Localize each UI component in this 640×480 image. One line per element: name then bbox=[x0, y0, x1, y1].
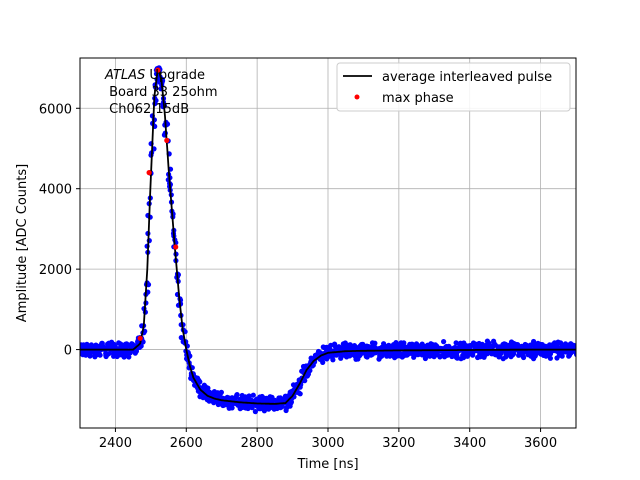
raw-sample-point bbox=[453, 340, 459, 346]
max-phase-point bbox=[164, 137, 170, 143]
annotation-line-2: Board 33 25ohm bbox=[105, 85, 218, 100]
y-axis: 0 2000 4000 6000 bbox=[39, 102, 80, 359]
annotation: ATLAS Upgrade Board 33 25ohm Ch062 15dB bbox=[104, 68, 218, 117]
y-tick-label: 4000 bbox=[39, 183, 72, 198]
legend-frame bbox=[336, 62, 571, 112]
raw-sample-point bbox=[320, 359, 326, 365]
annotation-atlas: ATLAS bbox=[104, 68, 145, 83]
annotation-upgrade: Upgrade bbox=[145, 68, 205, 83]
raw-sample-point bbox=[252, 409, 258, 415]
legend: average interleaved pulse max phase bbox=[336, 62, 571, 112]
y-tick-label: 6000 bbox=[39, 102, 72, 117]
raw-sample-point bbox=[178, 335, 184, 341]
max-phase-point bbox=[173, 244, 179, 250]
x-tick-label: 3200 bbox=[382, 436, 415, 451]
x-axis: 2400 2600 2800 3000 3200 3400 3600 bbox=[99, 428, 557, 451]
max-phase-markers bbox=[137, 67, 179, 341]
x-tick-label: 2800 bbox=[241, 436, 274, 451]
raw-sample-point bbox=[234, 392, 240, 398]
raw-sample-point bbox=[197, 379, 203, 385]
legend-label-average: average interleaved pulse bbox=[382, 70, 552, 85]
raw-sample-point bbox=[422, 355, 428, 362]
raw-sample-point bbox=[87, 353, 93, 359]
y-axis-label: Amplitude [ADC Counts] bbox=[15, 164, 30, 322]
raw-sample-point bbox=[441, 339, 447, 345]
raw-sample-point bbox=[97, 352, 103, 358]
raw-sample-point bbox=[338, 355, 344, 361]
x-tick-label: 2400 bbox=[99, 436, 132, 451]
raw-sample-point bbox=[572, 343, 576, 349]
x-tick-label: 3600 bbox=[524, 436, 557, 451]
legend-marker-swatch bbox=[354, 94, 360, 100]
raw-sample-point bbox=[521, 354, 527, 361]
raw-sample-point bbox=[297, 391, 303, 397]
raw-sample-point bbox=[411, 354, 417, 360]
raw-sample-point bbox=[229, 405, 235, 411]
raw-sample-point bbox=[246, 393, 252, 399]
x-tick-label: 2600 bbox=[170, 436, 203, 451]
raw-sample-point bbox=[307, 367, 313, 374]
raw-sample-point bbox=[401, 340, 407, 346]
raw-sample-point bbox=[302, 378, 308, 384]
raw-sample-point bbox=[547, 355, 554, 361]
average-pulse-line bbox=[80, 67, 576, 405]
legend-label-max-phase: max phase bbox=[382, 91, 454, 106]
annotation-line-1: ATLAS Upgrade bbox=[104, 68, 205, 83]
raw-sample-point bbox=[460, 353, 466, 359]
raw-sample-point bbox=[559, 353, 565, 359]
raw-sample-point bbox=[106, 351, 112, 357]
raw-sample-point bbox=[250, 392, 256, 398]
x-axis-label: Time [ns] bbox=[296, 457, 358, 472]
raw-sample-point bbox=[531, 338, 537, 345]
x-tick-label: 3000 bbox=[311, 436, 344, 451]
raw-sample-point bbox=[140, 339, 146, 345]
raw-sample-point bbox=[218, 389, 224, 395]
max-phase-point bbox=[137, 335, 143, 341]
raw-sample-point bbox=[126, 354, 132, 360]
average-pulse-path bbox=[80, 67, 576, 405]
raw-sample-point bbox=[574, 351, 576, 358]
annotation-line-3: Ch062 15dB bbox=[105, 102, 189, 117]
raw-sample-point bbox=[205, 385, 211, 391]
y-tick-label: 0 bbox=[64, 344, 72, 359]
raw-sample-point bbox=[330, 357, 336, 363]
y-tick-label: 2000 bbox=[39, 263, 72, 278]
max-phase-point bbox=[146, 170, 152, 176]
max-phase-point bbox=[155, 67, 161, 73]
x-tick-label: 3400 bbox=[453, 436, 486, 451]
raw-sample-point bbox=[372, 340, 378, 346]
